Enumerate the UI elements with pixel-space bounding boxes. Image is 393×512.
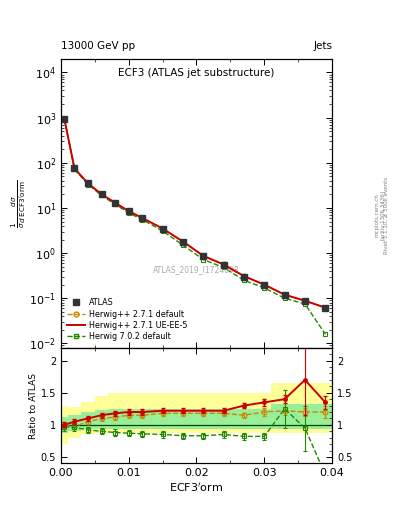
X-axis label: ECF3$'$orm: ECF3$'$orm xyxy=(169,481,224,494)
Text: mcplots.cern.ch: mcplots.cern.ch xyxy=(375,193,380,237)
Text: [arXiv:1306.3436]: [arXiv:1306.3436] xyxy=(380,190,384,240)
Text: 13000 GeV pp: 13000 GeV pp xyxy=(61,41,135,51)
Legend: ATLAS, Herwig++ 2.7.1 default, Herwig++ 2.7.1 UE-EE-5, Herwig 7.0.2 default: ATLAS, Herwig++ 2.7.1 default, Herwig++ … xyxy=(65,296,190,344)
Text: Rivet 3.1.10, ≥ 500k events: Rivet 3.1.10, ≥ 500k events xyxy=(384,177,389,253)
Text: ECF3 (ATLAS jet substructure): ECF3 (ATLAS jet substructure) xyxy=(118,68,275,77)
Y-axis label: Ratio to ATLAS: Ratio to ATLAS xyxy=(29,373,38,439)
Text: ATLAS_2019_I1724098: ATLAS_2019_I1724098 xyxy=(153,265,240,274)
Y-axis label: $\frac{1}{\sigma}\frac{d\sigma}{d\,\mathrm{ECF3'orm}}$: $\frac{1}{\sigma}\frac{d\sigma}{d\,\math… xyxy=(9,179,28,227)
Text: Jets: Jets xyxy=(313,41,332,51)
